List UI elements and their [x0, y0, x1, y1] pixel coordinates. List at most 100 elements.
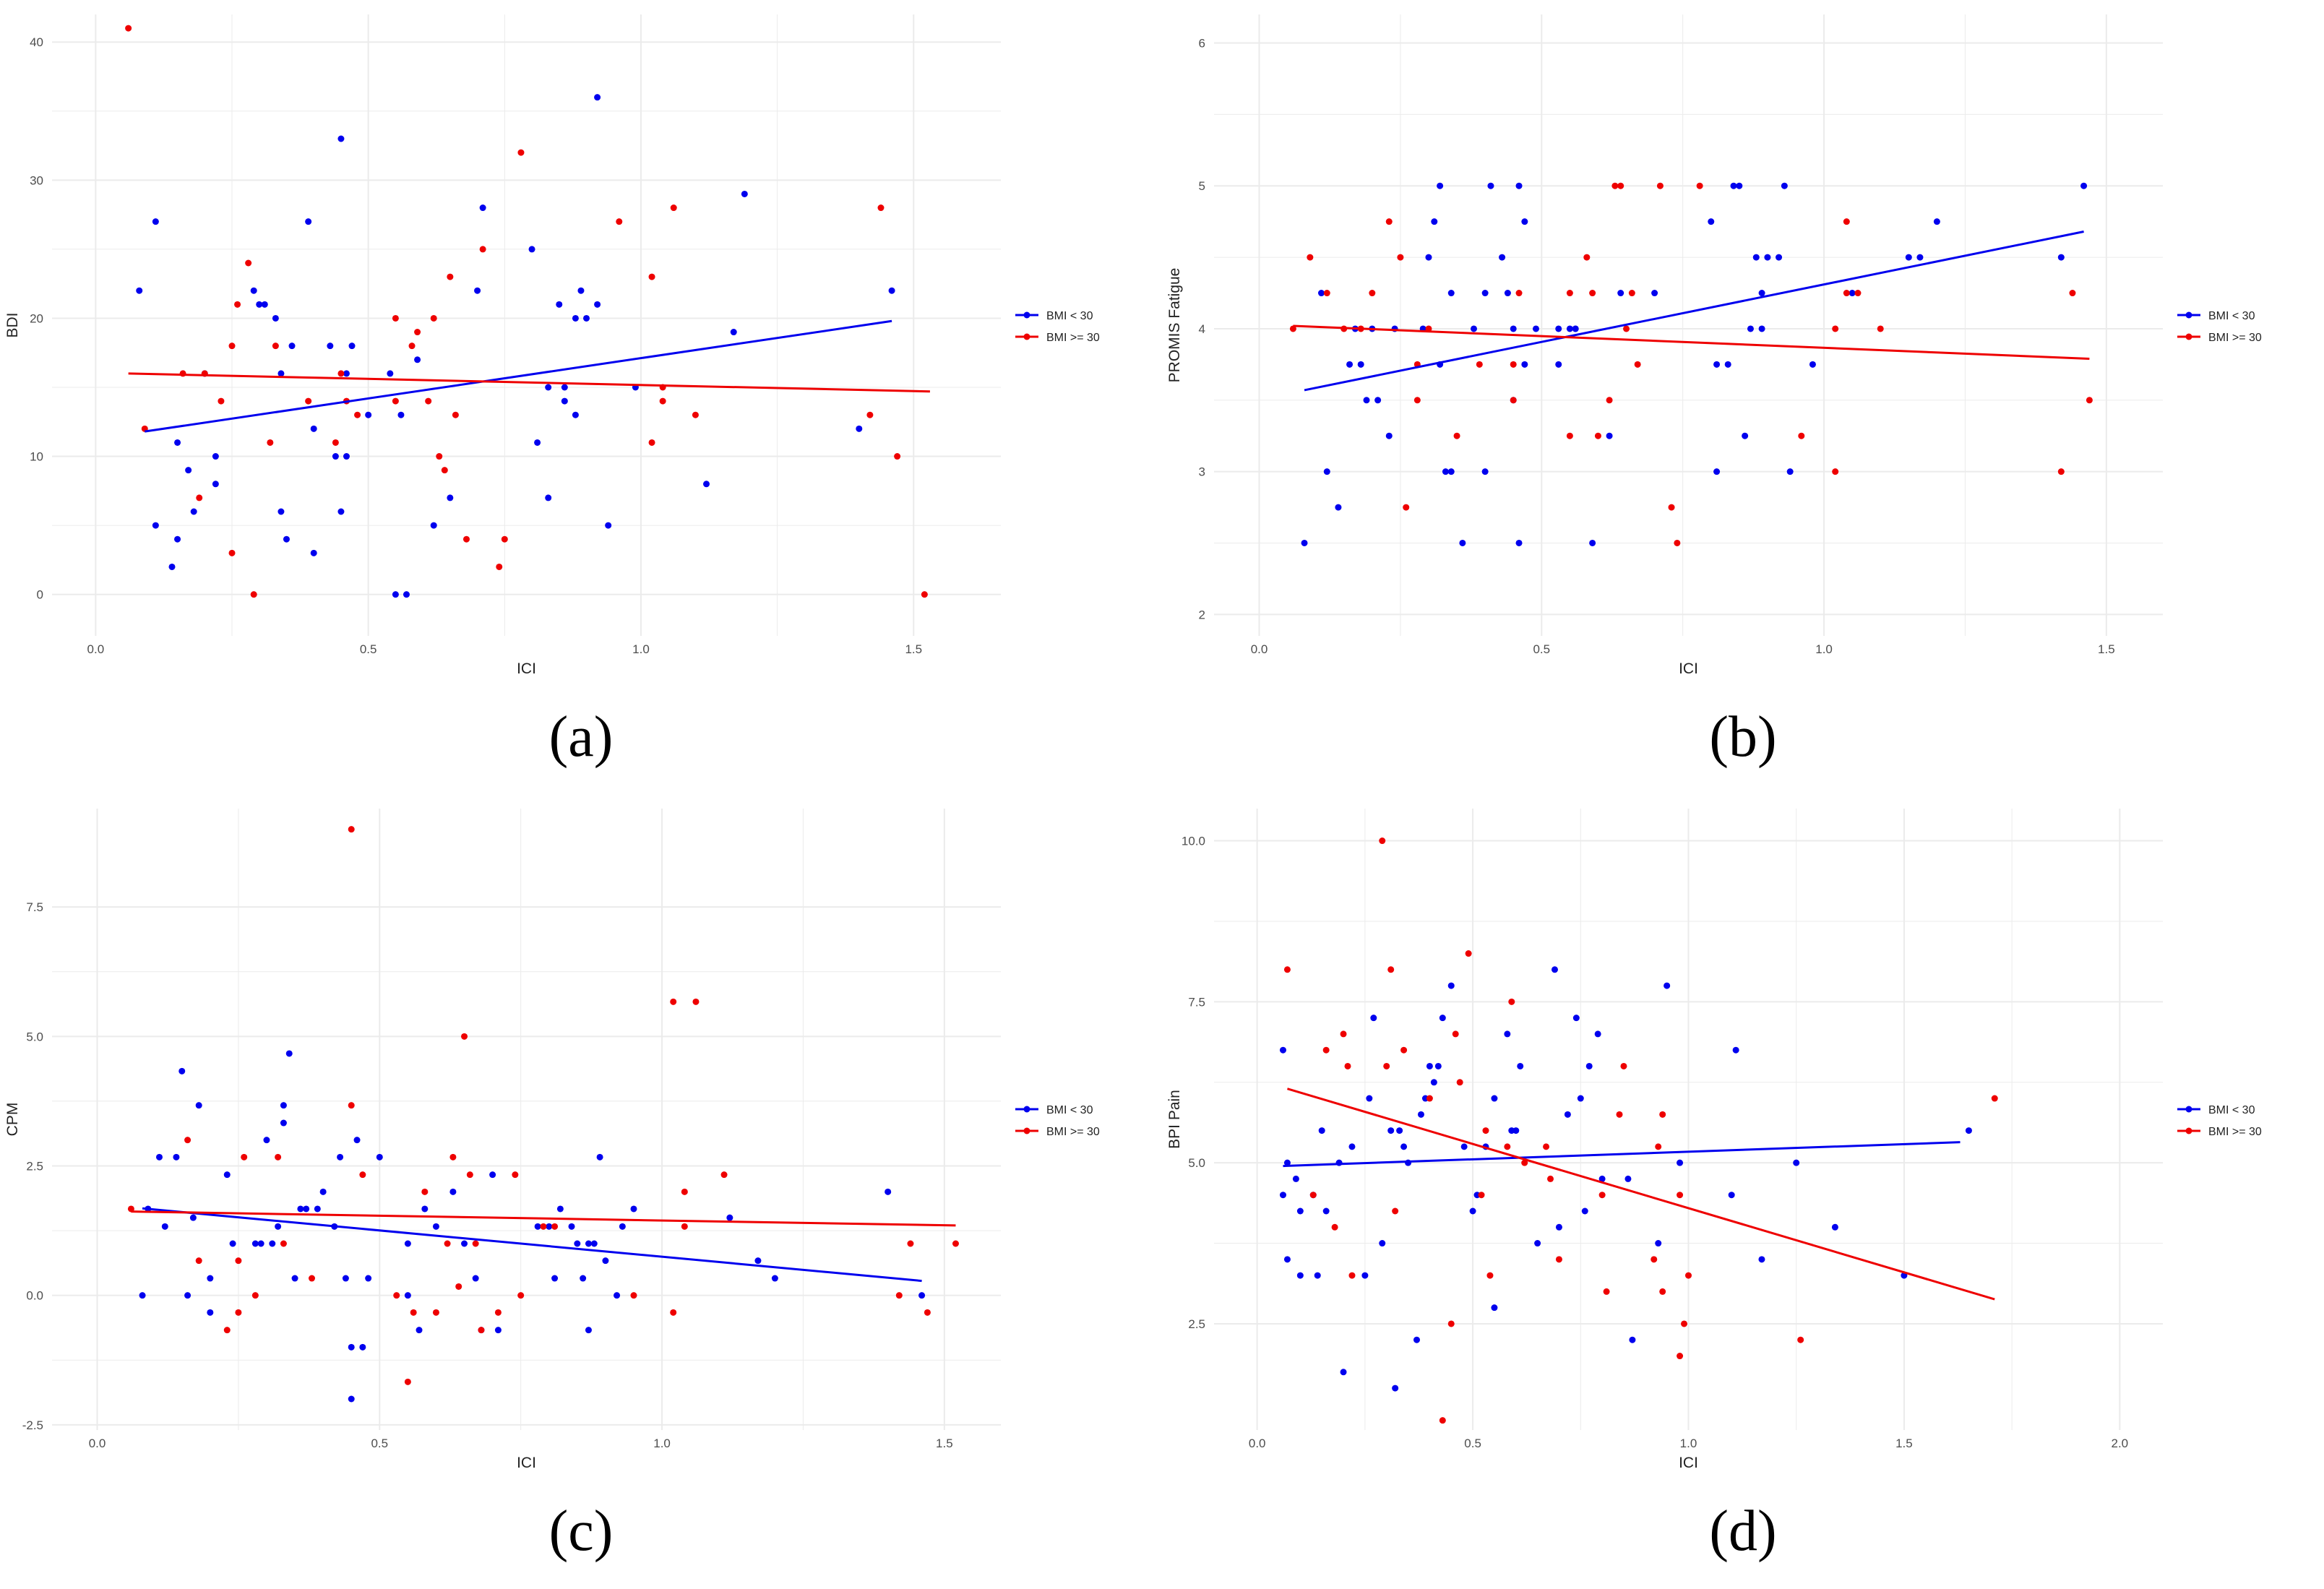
data-point: [572, 314, 579, 322]
data-point: [1798, 432, 1805, 439]
x-tick-label: 0.0: [1251, 642, 1268, 656]
data-point: [1594, 432, 1601, 439]
data-point: [1335, 504, 1342, 511]
legend: BMI < 30 BMI >= 30: [1015, 1104, 1100, 1138]
y-tick-label: 6: [1199, 37, 1205, 51]
data-point: [235, 1309, 242, 1316]
data-point: [1379, 1240, 1386, 1247]
data-point: [1413, 397, 1421, 404]
data-point: [1566, 325, 1573, 332]
data-point: [1634, 361, 1641, 368]
x-tick-label: 1.5: [905, 642, 922, 656]
grid: [1214, 809, 2163, 1430]
data-point: [1447, 982, 1455, 989]
data-point: [251, 1292, 259, 1299]
x-tick-label: 1.5: [2098, 642, 2115, 656]
data-point: [1363, 397, 1370, 404]
fit-line-bmi-lt-30: [1304, 231, 2084, 392]
data-point: [1849, 290, 1856, 297]
data-point: [494, 1327, 502, 1334]
data-point: [580, 1275, 587, 1282]
data-point: [365, 1275, 372, 1282]
data-point: [1482, 1127, 1489, 1134]
data-point: [1843, 218, 1850, 225]
data-point: [1504, 1143, 1511, 1150]
data-point: [174, 439, 181, 446]
legend-key-point: [2185, 333, 2192, 340]
data-point: [251, 1240, 259, 1247]
data-point: [479, 204, 486, 212]
data-point: [1465, 950, 1472, 957]
data-point: [1453, 432, 1460, 439]
data-point: [1296, 1207, 1304, 1215]
data-point: [342, 1275, 349, 1282]
caption-a: (a): [548, 705, 614, 769]
data-point: [918, 1292, 926, 1299]
data-point: [866, 411, 874, 418]
data-point: [1452, 1030, 1459, 1038]
data-point: [189, 1214, 197, 1221]
data-point: [280, 1102, 287, 1109]
data-point: [1431, 218, 1438, 225]
data-point: [343, 370, 350, 377]
data-point: [196, 494, 203, 501]
data-point: [1400, 1046, 1408, 1054]
data-point: [572, 411, 579, 418]
data-point: [327, 343, 334, 350]
data-point: [1447, 1320, 1455, 1327]
data-point: [359, 1171, 366, 1179]
data-point: [288, 343, 296, 350]
data-point: [754, 1257, 762, 1265]
data-point: [1515, 539, 1523, 546]
data-point: [430, 522, 437, 529]
data-point: [432, 1309, 439, 1316]
data-point: [1476, 361, 1483, 368]
y-tick-label: -2.5: [22, 1418, 43, 1432]
data-point: [212, 453, 219, 460]
y-tick-label: 3: [1199, 465, 1205, 479]
data-point: [173, 1153, 180, 1160]
data-point: [1392, 1207, 1399, 1215]
data-point: [455, 1283, 462, 1290]
data-point: [1598, 1192, 1606, 1199]
data-point: [1681, 1320, 1688, 1327]
x-tick-label: 1.0: [1815, 642, 1833, 656]
data-point: [1854, 290, 1862, 297]
data-point: [178, 1067, 186, 1075]
data-point: [168, 563, 176, 570]
data-point: [741, 190, 748, 197]
chart-b: 0.0 0.5 1.0 1.5 2 3 4 5 6 ICI PROMIS Fatigue BMI < …: [1166, 14, 2262, 677]
data-point: [907, 1240, 914, 1247]
data-point: [1832, 468, 1839, 475]
grid: [52, 809, 1001, 1430]
y-tick-label: 4: [1199, 322, 1205, 336]
data-point: [1521, 1159, 1528, 1166]
data-point: [1617, 290, 1624, 297]
data-point: [332, 439, 339, 446]
legend-label: BMI >= 30: [1046, 332, 1100, 344]
y-tick-label: 2.5: [26, 1160, 43, 1174]
data-point: [1481, 290, 1489, 297]
data-point: [414, 356, 421, 363]
fit-line-bmi-ge-30: [128, 372, 930, 393]
data-point: [1617, 182, 1624, 189]
data-point: [1447, 468, 1455, 475]
data-point: [619, 1223, 626, 1230]
data-point: [489, 1171, 496, 1179]
data-point: [1736, 182, 1743, 189]
data-point: [1309, 1192, 1317, 1199]
data-point: [441, 467, 448, 474]
data-point: [528, 246, 535, 253]
data-point: [223, 1327, 231, 1334]
data-point: [583, 314, 590, 322]
x-tick-label: 0.0: [89, 1437, 106, 1450]
data-point: [393, 1292, 400, 1299]
data-point: [1387, 1127, 1395, 1134]
data-point: [602, 1257, 609, 1265]
data-point: [1831, 1223, 1838, 1231]
data-point: [1517, 1062, 1524, 1069]
series-bmi-lt-30: [139, 1050, 926, 1403]
data-point: [1623, 325, 1630, 332]
data-point: [1797, 1336, 1804, 1343]
data-point: [425, 397, 432, 405]
